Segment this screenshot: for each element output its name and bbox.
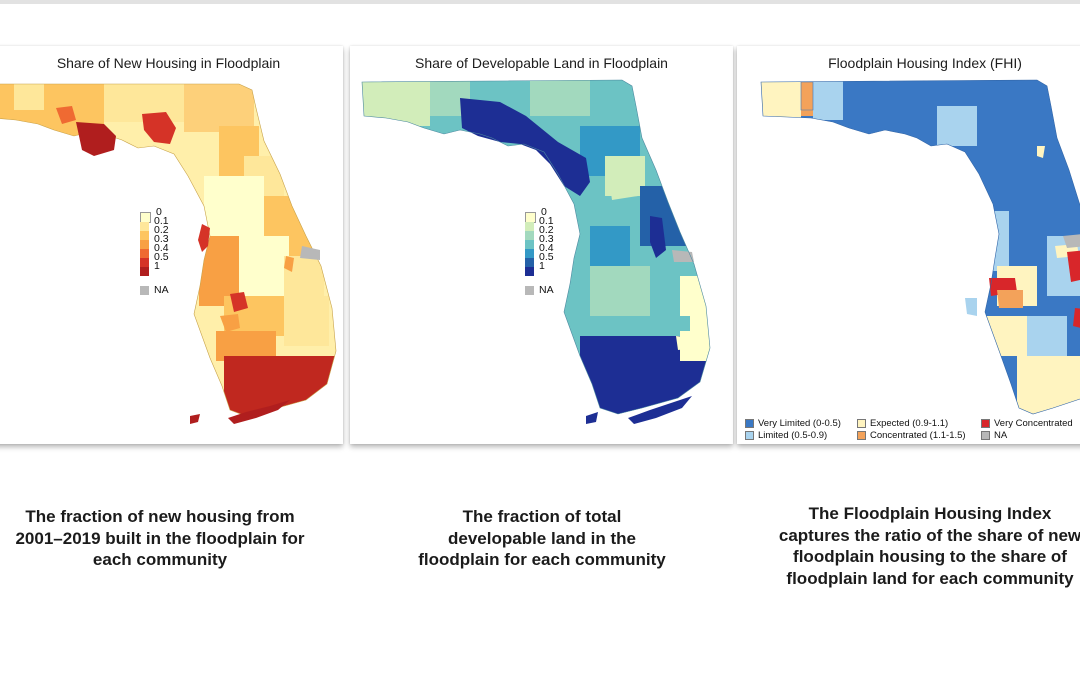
caption-new-housing: The fraction of new housing from 2001–20… [0, 506, 330, 571]
legend-swatch [857, 431, 866, 440]
caption-developable-land: The fraction of total developable land i… [382, 506, 702, 571]
legend-label: Expected (0.9-1.1) [870, 418, 949, 429]
legend-swatch [525, 267, 534, 276]
legend-label: 0.3 [539, 233, 554, 245]
map-panel-new-housing: Share of New Housing in Floodplain 0 0.1… [0, 46, 343, 444]
legend-swatch [140, 231, 149, 240]
legend-swatch-na [140, 286, 149, 295]
legend-label: 0.4 [154, 242, 169, 254]
caption-line: The Floodplain Housing Index [808, 504, 1052, 523]
fhi-legend: Very Limited (0-0.5) Limited (0.5-0.9) E… [745, 418, 1080, 441]
legend-label: Concentrated (1.1-1.5) [870, 430, 966, 441]
legend-swatch [140, 222, 149, 231]
legend-item: NA [981, 430, 1007, 441]
legend: 0 0.1 0.2 0.3 0.4 0.5 1 NA [525, 207, 585, 303]
legend-label: 0.1 [539, 215, 554, 227]
florida-map-new-housing [0, 83, 337, 424]
legend-label: NA [994, 430, 1008, 441]
caption-line: floodplain housing to the share of [793, 547, 1067, 566]
legend-label-na: NA [154, 284, 169, 296]
legend-swatch [140, 249, 149, 258]
map-panel-developable-land: Share of Developable Land in Floodplain … [350, 46, 733, 444]
legend-label: 1 [154, 260, 160, 272]
legend-label: 1 [539, 260, 545, 272]
caption-line: The fraction of total [462, 507, 622, 526]
legend-item: Limited (0.5-0.9) [745, 430, 827, 441]
legend-label: 0.4 [539, 242, 554, 254]
legend-swatch [525, 231, 534, 240]
legend-swatch [525, 240, 534, 249]
caption-line: 2001–2019 built in the floodplain for [15, 528, 305, 548]
panel-title: Share of New Housing in Floodplain [56, 55, 281, 71]
legend-label: 0 [156, 206, 162, 218]
legend-label: 0 [541, 206, 547, 218]
legend-swatch [140, 240, 149, 249]
legend-item: Concentrated (1.1-1.5) [857, 430, 966, 441]
legend-label: 0.2 [154, 224, 169, 236]
legend-item: Very Limited (0-0.5) [745, 418, 841, 429]
caption-fhi: The Floodplain Housing Index captures th… [760, 503, 1080, 589]
caption-line: captures the ratio of the share of new [778, 525, 1080, 545]
legend-swatch [981, 419, 990, 428]
legend-label: 0.5 [539, 251, 554, 263]
legend-swatch [140, 267, 149, 276]
caption-line: floodplain for each community [418, 550, 666, 569]
map-panel-fhi: Floodplain Housing Index (FHI) Very Limi… [737, 46, 1080, 444]
legend-swatch [981, 431, 990, 440]
legend-label: 0.5 [154, 251, 169, 263]
caption-line: floodplain land for each community [786, 568, 1074, 588]
panel-title: Floodplain Housing Index (FHI) [828, 55, 1022, 71]
caption-line: The fraction of new housing from [25, 507, 295, 526]
legend-label: Very Concentrated [994, 418, 1073, 429]
florida-map-developable-land [361, 79, 711, 424]
top-divider [0, 0, 1080, 4]
legend-label-na: NA [539, 284, 554, 296]
legend-swatch [525, 222, 534, 231]
legend-swatch [525, 258, 534, 267]
legend-swatch-na [525, 286, 534, 295]
legend-swatch [525, 249, 534, 258]
caption-line: each community [92, 550, 228, 569]
legend-label: 0.2 [539, 224, 554, 236]
legend-swatch [745, 431, 754, 440]
legend-item: Very Concentrated [981, 418, 1073, 429]
legend-label: Limited (0.5-0.9) [758, 430, 828, 441]
legend-label: Very Limited (0-0.5) [758, 418, 841, 429]
panel-title: Share of Developable Land in Floodplain [415, 55, 668, 71]
legend-label: 0.3 [154, 233, 169, 245]
legend-swatch [857, 419, 866, 428]
legend-swatch [745, 419, 754, 428]
legend-item: Expected (0.9-1.1) [857, 418, 948, 429]
florida-map-fhi [760, 79, 1080, 415]
legend-swatch [140, 258, 149, 267]
caption-line: developable land in the [448, 528, 636, 548]
legend-label: 0.1 [154, 215, 169, 227]
legend: 0 0.1 0.2 0.3 0.4 0.5 1 NA [140, 207, 200, 303]
